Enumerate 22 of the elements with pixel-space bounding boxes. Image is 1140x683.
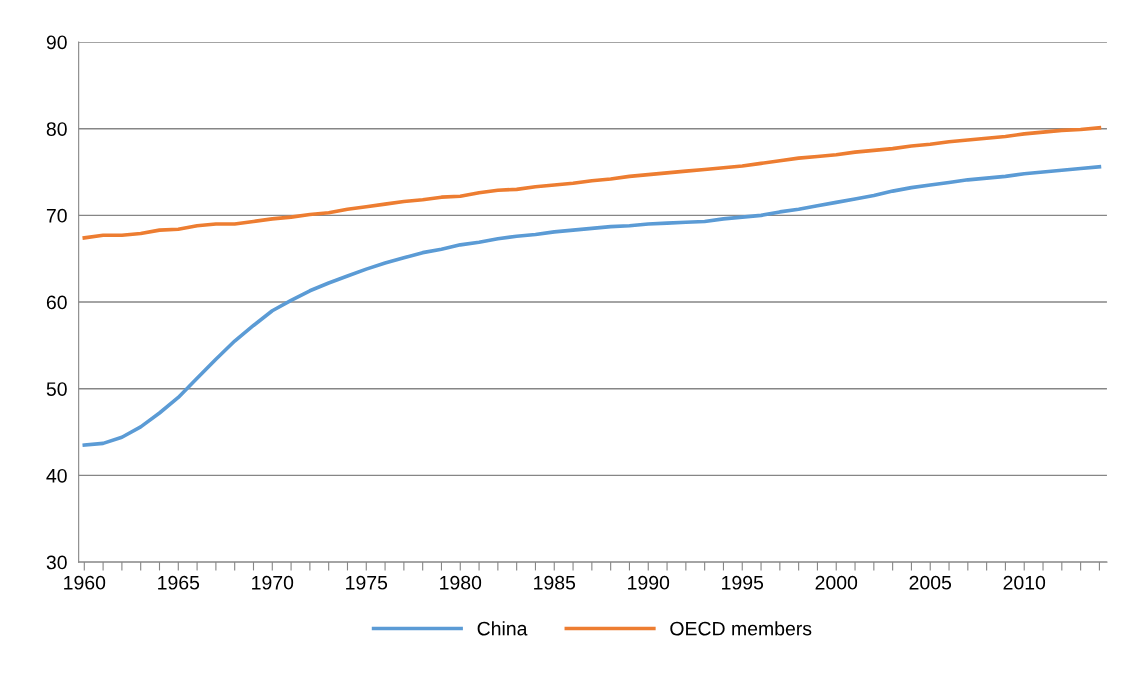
legend-label: OECD members [670, 621, 812, 636]
y-tick-label: 30 [46, 555, 67, 570]
y-tick-label: 90 [46, 35, 67, 50]
y-tick-label: 80 [46, 122, 67, 136]
y-tick-label: 60 [46, 295, 67, 310]
y-tick-label: 70 [46, 208, 67, 223]
x-tick-label: 2005 [909, 575, 952, 590]
x-tick-label: 1985 [534, 575, 576, 590]
x-tick-label: 1980 [440, 575, 482, 590]
x-tick-label: 1990 [628, 575, 670, 590]
line-series [82, 126, 1102, 240]
y-tick-label: 50 [46, 382, 67, 396]
y-tick-label: 40 [46, 468, 67, 483]
x-tick-label: 2010 [1003, 575, 1046, 590]
x-tick-label: 1965 [158, 575, 200, 590]
x-tick-label: 1995 [722, 575, 764, 590]
x-tick-label: 1975 [346, 575, 388, 590]
x-tick-label: 2000 [815, 575, 858, 590]
x-tick-label: 1960 [64, 575, 106, 590]
legend-label: China [477, 621, 528, 636]
x-tick-label: 1970 [252, 575, 294, 590]
line-series [82, 165, 1102, 447]
